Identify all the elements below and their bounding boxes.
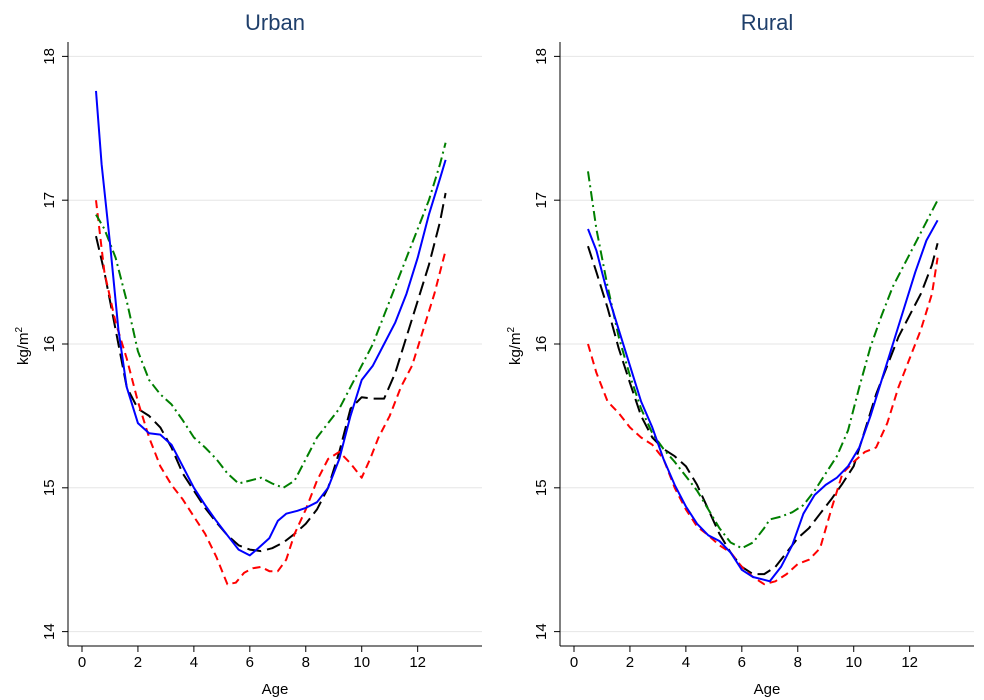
y-axis-label: kg/m2 bbox=[506, 327, 524, 366]
x-tick-label: 12 bbox=[409, 654, 426, 671]
chart-panel-rural: Rural 14 15 16 17 18 0 2 4 6 8 10 12 Age kg/m2 bbox=[506, 10, 974, 698]
series-line bbox=[587, 219, 939, 583]
x-tick-label: 10 bbox=[845, 654, 862, 671]
series-line bbox=[95, 90, 447, 557]
y-axis-label-superscript: 2 bbox=[506, 327, 517, 333]
x-tick-label: 4 bbox=[682, 654, 690, 671]
y-tick-label: 18 bbox=[41, 48, 58, 65]
y-tick-label: 16 bbox=[533, 336, 550, 353]
series-line bbox=[95, 142, 447, 489]
x-tick-label: 8 bbox=[794, 654, 802, 671]
chart-panel-urban: Urban 14 15 16 17 18 0 2 4 6 8 10 12 Age kg/m2 bbox=[14, 10, 482, 698]
y-tick-label: 15 bbox=[41, 479, 58, 496]
series-line bbox=[587, 257, 939, 586]
x-tick-label: 4 bbox=[190, 654, 198, 671]
y-axis-label: kg/m2 bbox=[14, 327, 32, 366]
x-axis-label: Age bbox=[754, 681, 781, 698]
series-line bbox=[587, 171, 939, 550]
x-tick-label: 2 bbox=[134, 654, 142, 671]
series-line bbox=[95, 200, 447, 586]
x-tick-label: 12 bbox=[901, 654, 918, 671]
x-tick-label: 0 bbox=[78, 654, 86, 671]
y-tick-label: 18 bbox=[533, 48, 550, 65]
x-tick-label: 6 bbox=[738, 654, 746, 671]
panel-title: Rural bbox=[741, 10, 794, 35]
y-tick-label: 16 bbox=[41, 336, 58, 353]
x-tick-label: 8 bbox=[302, 654, 310, 671]
y-axis-label-superscript: 2 bbox=[14, 327, 25, 333]
panel-title: Urban bbox=[245, 10, 305, 35]
x-tick-label: 2 bbox=[626, 654, 634, 671]
series-line bbox=[95, 192, 447, 553]
y-tick-label: 14 bbox=[41, 623, 58, 640]
x-tick-label: 6 bbox=[246, 654, 254, 671]
y-tick-label: 14 bbox=[533, 623, 550, 640]
x-tick-label: 0 bbox=[570, 654, 578, 671]
x-tick-label: 10 bbox=[353, 654, 370, 671]
y-tick-label: 17 bbox=[533, 192, 550, 209]
x-axis-label: Age bbox=[262, 681, 289, 698]
y-tick-label: 15 bbox=[533, 479, 550, 496]
y-tick-label: 17 bbox=[41, 192, 58, 209]
